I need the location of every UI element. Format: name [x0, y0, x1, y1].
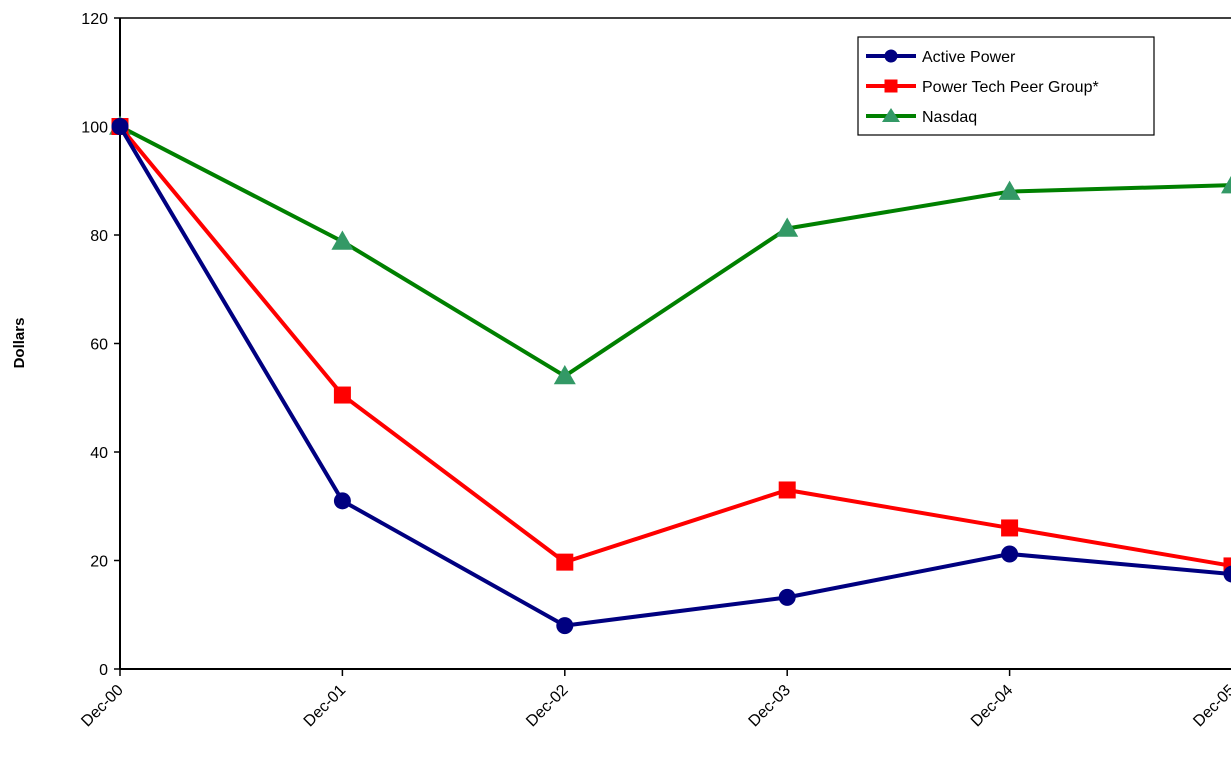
legend-marker	[884, 49, 898, 63]
data-point-power-tech-peer-group	[1001, 519, 1019, 537]
y-tick-label: 120	[81, 11, 108, 28]
series-line-power-tech-peer-group	[118, 125, 1231, 568]
y-tick-label: 80	[90, 228, 108, 245]
data-point-nasdaq	[998, 180, 1021, 200]
y-tick-label: 100	[81, 120, 108, 137]
legend-label: Active Power	[922, 49, 1016, 66]
legend-item-power-tech-peer-group: Power Tech Peer Group*	[866, 79, 1099, 96]
x-tick-label: Dec-00	[78, 682, 127, 731]
x-tick-label: Dec-01	[301, 682, 350, 731]
legend-label: Power Tech Peer Group*	[922, 79, 1099, 96]
data-point-active-power	[111, 118, 129, 135]
data-point-active-power	[1223, 565, 1231, 583]
y-tick-label: 20	[90, 554, 108, 571]
x-tick-label: Dec-04	[968, 682, 1017, 731]
data-point-power-tech-peer-group	[778, 481, 796, 499]
y-axis-ticks: 0 20 40 60 80 100 120	[81, 11, 120, 679]
series-line-nasdaq	[119, 124, 1231, 379]
data-point-power-tech-peer-group	[1223, 557, 1231, 575]
legend-label: Nasdaq	[922, 109, 977, 126]
data-point-power-tech-peer-group	[333, 386, 351, 404]
x-axis-ticks: Dec-00 Dec-01 Dec-02 Dec-03 Dec-04 Dec-05	[78, 669, 1231, 730]
series-power-tech-peer-group	[111, 118, 1231, 575]
data-point-nasdaq	[331, 230, 354, 250]
series-nasdaq	[109, 115, 1231, 385]
y-axis-title: Dollars	[11, 318, 28, 369]
data-point-nasdaq	[1221, 175, 1231, 194]
data-point-nasdaq	[553, 365, 576, 385]
series-layer	[109, 115, 1231, 635]
x-tick-label: Dec-03	[746, 682, 795, 731]
data-point-active-power	[333, 492, 351, 510]
y-tick-label: 40	[90, 445, 108, 462]
y-tick-label: 0	[99, 662, 108, 679]
legend: Active Power Power Tech Peer Group* Nasdaq	[857, 36, 1155, 136]
legend-item-nasdaq: Nasdaq	[866, 108, 977, 126]
x-tick-label: Dec-02	[523, 682, 572, 731]
legend-marker	[882, 108, 900, 122]
legend-marker	[884, 79, 898, 93]
series-line-active-power	[118, 125, 1231, 628]
data-point-power-tech-peer-group	[556, 553, 574, 571]
series-active-power	[111, 118, 1231, 635]
data-point-active-power	[1001, 545, 1019, 563]
legend-item-active-power: Active Power	[866, 49, 1016, 66]
data-point-active-power	[778, 588, 796, 606]
data-point-nasdaq	[776, 217, 799, 237]
x-tick-label: Dec-05	[1190, 682, 1231, 731]
data-point-active-power	[556, 617, 574, 635]
y-tick-label: 60	[90, 337, 108, 354]
